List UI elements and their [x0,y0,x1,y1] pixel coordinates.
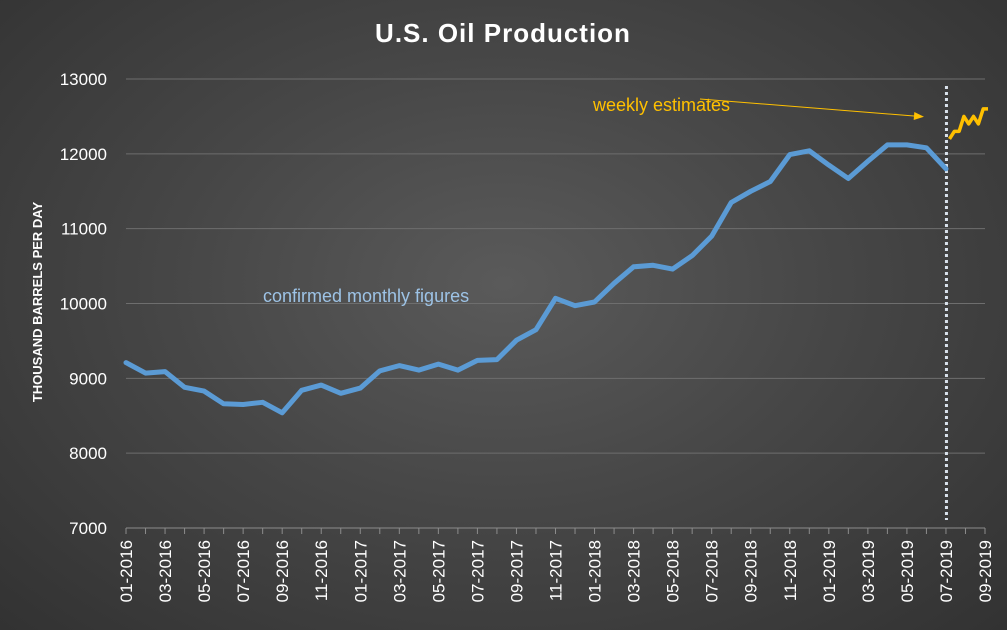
x-tick-label: 11-2018 [781,540,800,601]
y-tick-label: 9000 [69,369,107,388]
x-tick-label: 01-2019 [820,540,839,602]
x-tick-label: 09-2018 [742,540,761,602]
y-tick-label: 10000 [60,295,107,314]
y-axis-label: THOUSAND BARRELS PER DAY [30,202,45,403]
x-tick-label: 03-2017 [390,540,409,602]
y-tick-label: 12000 [60,145,107,164]
gridlines [126,78,985,454]
x-tick-label: 05-2017 [429,540,448,602]
x-tick-label: 05-2019 [898,540,917,602]
x-tick-label: 09-2017 [507,540,526,602]
x-tick-label: 09-2016 [273,540,292,602]
chart-title: U.S. Oil Production [375,18,631,48]
series-line-monthly [123,142,949,416]
y-tick-labels: 7000 8000 9000 10000 11000 12000 13000 [60,70,107,538]
annotation-confirmed-monthly: confirmed monthly figures [263,286,469,306]
x-tick-label: 11-2016 [312,540,331,601]
x-tick-label: 09-2019 [976,540,995,602]
x-axis [125,527,986,534]
y-tick-label: 7000 [69,519,107,538]
y-tick-label: 8000 [69,444,107,463]
x-tick-label: 01-2016 [117,540,136,602]
x-tick-labels: 01-2016 03-2016 05-2016 07-2016 09-2016 11-20… [117,540,995,602]
x-tick-label: 03-2019 [859,540,878,602]
x-tick-label: 07-2018 [703,540,722,602]
data-lines [123,107,988,416]
x-tick-label: 11-2017 [547,540,566,601]
y-tick-label: 13000 [60,70,107,89]
series-line-weekly [948,107,988,140]
x-tick-label: 05-2016 [195,540,214,602]
x-tick-label: 01-2017 [351,540,370,602]
x-tick-label: 07-2016 [234,540,253,602]
annotation-arrowhead [913,112,924,120]
x-tick-label: 01-2018 [586,540,605,602]
annotation-weekly-estimates: weekly estimates [592,95,730,115]
x-tick-label: 07-2017 [468,540,487,602]
annotation-arrow [699,98,915,117]
x-tick-label: 03-2018 [625,540,644,602]
y-tick-label: 11000 [61,220,107,239]
x-tick-label: 03-2016 [156,540,175,602]
x-tick-label: 05-2018 [664,540,683,602]
x-tick-label: 07-2019 [937,540,956,602]
